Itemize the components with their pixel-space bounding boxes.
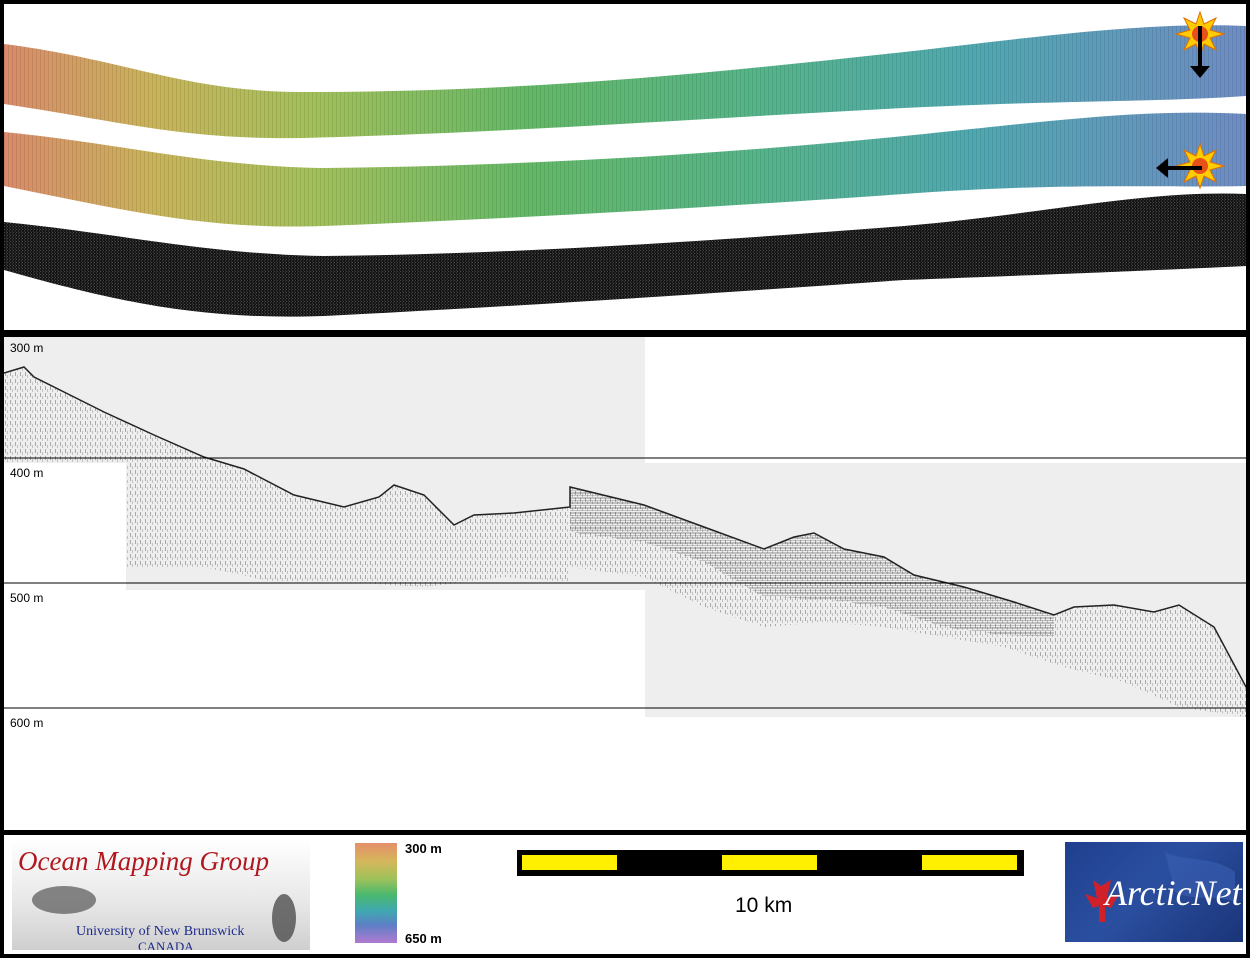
depth-label-500: 500 m — [10, 591, 44, 605]
subbottom-profile-panel: 300 m 400 m 500 m 600 m — [4, 337, 1246, 830]
seafloor-shadow-icon — [32, 886, 296, 942]
arcticnet-logo: ArcticNet — [1065, 842, 1243, 942]
ocean-mapping-group-logo: Ocean Mapping Group University of New Br… — [12, 840, 310, 950]
scale-bar — [517, 850, 1024, 876]
depth-colorbar — [355, 843, 397, 943]
sun-marker-lower-icon — [1156, 142, 1226, 190]
arcticnet-text: ArcticNet — [1105, 873, 1242, 913]
omg-country: CANADA — [138, 939, 194, 950]
backscatter-swath — [4, 193, 1246, 317]
sun-marker-upper-icon — [1174, 10, 1226, 78]
seafloor-line — [4, 366, 1246, 688]
scale-segment — [522, 855, 617, 870]
footer-panel: Ocean Mapping Group University of New Br… — [4, 835, 1246, 954]
scale-segment — [922, 855, 1017, 870]
colorbar-max-label: 650 m — [405, 931, 442, 946]
scale-label: 10 km — [735, 894, 793, 917]
seabed-echo — [4, 367, 1246, 717]
depth-label-600: 600 m — [10, 716, 44, 730]
swath-map — [4, 10, 1246, 317]
subbottom-profile — [4, 337, 1246, 717]
scale-segment — [722, 855, 817, 870]
swath-map-panel — [4, 4, 1246, 330]
omg-university: University of New Brunswick — [76, 924, 245, 939]
maple-leaf-icon — [1085, 852, 1235, 922]
omg-title: Ocean Mapping Group — [18, 846, 269, 876]
colorbar-min-label: 300 m — [405, 841, 442, 856]
depth-label-300: 300 m — [10, 341, 44, 355]
depth-label-400: 400 m — [10, 466, 44, 480]
